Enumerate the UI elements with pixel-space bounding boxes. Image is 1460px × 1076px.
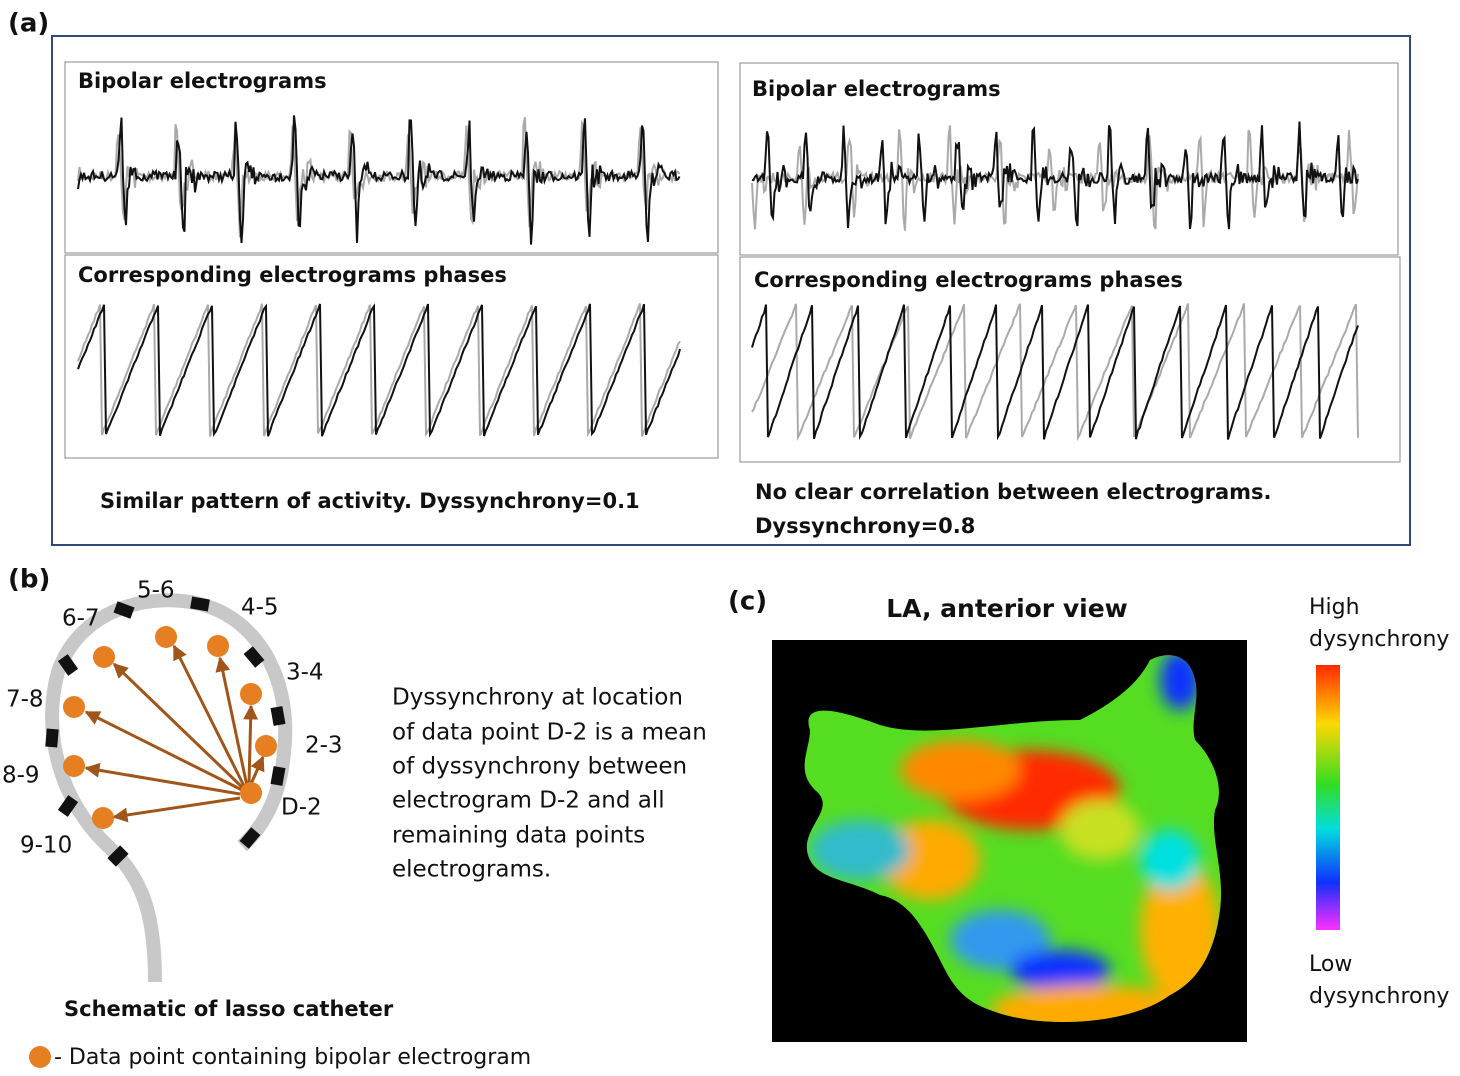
electrode-label: 6-7 <box>62 606 100 632</box>
caption: Dyssynchrony=0.8 <box>755 514 975 538</box>
arrow <box>86 712 242 790</box>
data-point <box>93 646 115 668</box>
colorbar-label: dysynchrony <box>1309 627 1449 652</box>
arrow <box>86 768 240 794</box>
colorbar <box>1316 665 1340 930</box>
data-point <box>63 755 85 777</box>
arrow <box>114 664 243 788</box>
description-line: electrogram D-2 and all <box>392 788 665 814</box>
electrode-label: 9-10 <box>20 833 72 859</box>
colorbar-label: High <box>1309 595 1360 620</box>
arrow <box>251 757 263 784</box>
region <box>1010 950 1110 990</box>
arrow <box>174 646 245 788</box>
region <box>1060 800 1140 860</box>
arrow <box>249 706 251 784</box>
caption: No clear correlation between electrogram… <box>755 480 1272 504</box>
legend-text: - Data point containing bipolar electrog… <box>54 1045 531 1070</box>
map-title: LA, anterior view <box>886 594 1128 623</box>
description-line: of data point D-2 is a mean <box>392 720 707 746</box>
arrows <box>86 646 263 817</box>
panel-label: (a) <box>8 9 49 39</box>
electrode-label: 4-5 <box>241 595 279 621</box>
data-point <box>255 735 277 757</box>
data-point <box>207 635 229 657</box>
colorbar-label: Low <box>1309 952 1352 977</box>
schematic-caption: Schematic of lasso catheter <box>64 997 394 1021</box>
electrode-label: 3-4 <box>286 660 324 686</box>
electrode-label: 5-6 <box>137 578 175 604</box>
region <box>810 820 910 880</box>
electrode-label: D-2 <box>281 795 322 821</box>
data-point <box>155 626 177 648</box>
waveform <box>752 305 1358 440</box>
panel-label: (b) <box>8 565 50 595</box>
panel-frame <box>52 36 1410 545</box>
electrode <box>45 729 59 748</box>
description: Dyssynchrony at location of data point D… <box>392 685 707 883</box>
arrow <box>114 798 240 817</box>
electrode-label: 7-8 <box>6 687 44 713</box>
data-point <box>92 807 114 829</box>
legend-marker <box>29 1046 51 1068</box>
box-title: Corresponding electrograms phases <box>754 268 1183 292</box>
description-line: of dyssynchrony between <box>392 754 687 780</box>
region <box>1140 830 1200 890</box>
data-point <box>63 696 85 718</box>
box-title: Bipolar electrograms <box>752 77 1001 101</box>
description-line: remaining data points <box>392 823 645 849</box>
region <box>900 740 1020 800</box>
box-title: Bipolar electrograms <box>78 69 327 93</box>
description-line: electrograms. <box>392 857 551 883</box>
electrode-label: 8-9 <box>2 763 40 789</box>
data-point <box>240 683 262 705</box>
data-point <box>240 782 262 804</box>
electrode-label: 2-3 <box>305 733 343 759</box>
data-points <box>63 626 277 829</box>
box-title: Corresponding electrograms phases <box>78 263 507 287</box>
panel-label: (c) <box>728 587 767 617</box>
description-line: Dyssynchrony at location <box>392 685 683 711</box>
figure: (a) Bipolar electrograms Corresponding e… <box>0 0 1460 1072</box>
colorbar-label: dysynchrony <box>1309 984 1449 1009</box>
caption: Similar pattern of activity. Dyssynchron… <box>100 489 640 513</box>
